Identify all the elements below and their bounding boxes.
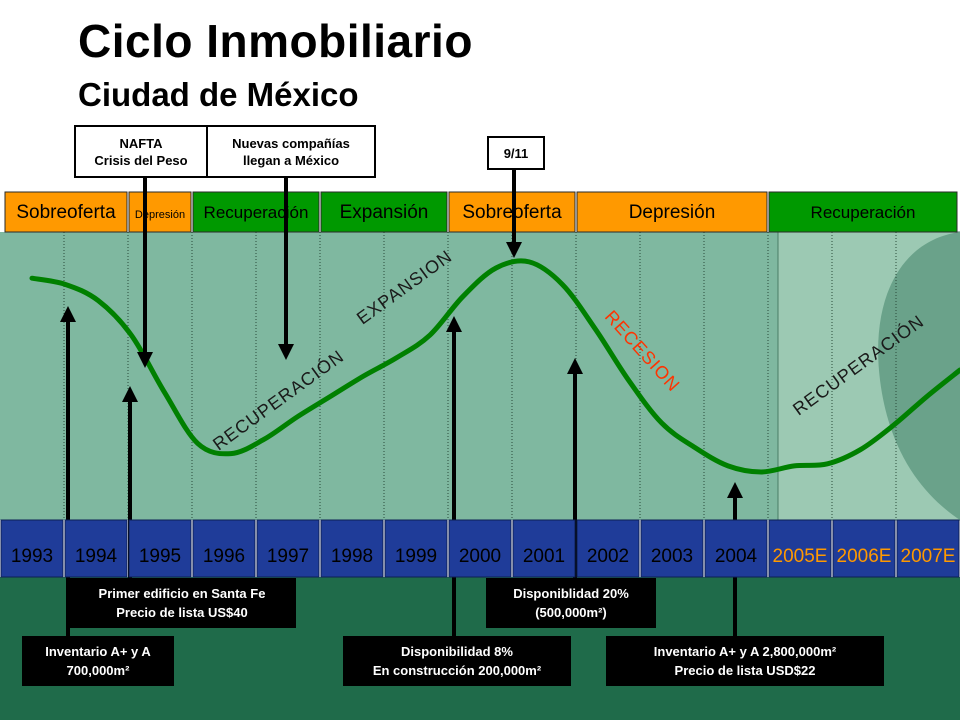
event-line: Disponiblidad 20% bbox=[513, 586, 629, 601]
year-label: 2004 bbox=[715, 546, 758, 567]
arrow-disponibilidad-20-head bbox=[567, 358, 583, 374]
phase-segment bbox=[576, 191, 768, 233]
year-cell bbox=[128, 519, 192, 578]
year-cell bbox=[384, 519, 448, 578]
year-label: 2007E bbox=[901, 546, 956, 567]
arrow-disponibilidad-8-head bbox=[446, 316, 462, 332]
cycle-curve bbox=[29, 258, 960, 475]
year-label: 1995 bbox=[139, 546, 181, 567]
event-line: NAFTA bbox=[119, 135, 163, 151]
event-line: Nuevas compañías bbox=[232, 135, 350, 151]
event-box-nuevas-companias: Nuevas compañías llegan a México bbox=[206, 125, 376, 178]
decorative-arc bbox=[878, 232, 960, 520]
year-cell bbox=[256, 519, 320, 578]
event-box-primer-edificio: Primer edificio en Santa Fe Precio de li… bbox=[68, 578, 296, 628]
event-line: Precio de lista US$40 bbox=[116, 605, 248, 620]
phase-label: Depresión bbox=[629, 202, 716, 223]
page-title: Ciclo Inmobiliario bbox=[78, 15, 473, 67]
year-label: 2002 bbox=[587, 546, 629, 567]
year-label: 2006E bbox=[837, 546, 892, 567]
year-label: 1997 bbox=[267, 546, 309, 567]
arrow-9-11-head bbox=[506, 242, 522, 258]
arrow-inventario-2004-head bbox=[727, 482, 743, 498]
event-box-inventario-1993: Inventario A+ y A 700,000m² bbox=[22, 636, 174, 686]
phase-segment bbox=[320, 191, 448, 233]
event-box-disponibilidad-20: Disponiblidad 20% (500,000m²) bbox=[486, 578, 656, 628]
phase-label: Recuperación bbox=[811, 203, 916, 222]
event-box-inventario-2004: Inventario A+ y A 2,800,000m² Precio de … bbox=[606, 636, 884, 686]
phase-label: Expansión bbox=[340, 202, 429, 223]
year-cell bbox=[0, 519, 64, 578]
phase-segment bbox=[192, 191, 320, 233]
year-label: 2003 bbox=[651, 546, 693, 567]
phase-segment bbox=[768, 191, 958, 233]
year-label: 1994 bbox=[75, 546, 118, 567]
year-label: 2001 bbox=[523, 546, 565, 567]
event-line: Precio de lista USD$22 bbox=[674, 663, 816, 678]
year-label: 2000 bbox=[459, 546, 501, 567]
year-cell bbox=[576, 519, 640, 578]
phase-segment bbox=[128, 191, 192, 233]
year-cell bbox=[448, 519, 512, 578]
year-label: 1993 bbox=[11, 546, 53, 567]
year-label: 1998 bbox=[331, 546, 373, 567]
phase-label: Depresión bbox=[135, 209, 185, 221]
phase-segment bbox=[4, 191, 128, 233]
phase-label: Recuperación bbox=[204, 203, 309, 222]
arrow-nuevas-companias-head bbox=[278, 344, 294, 360]
year-cell bbox=[896, 519, 960, 578]
year-cell bbox=[640, 519, 704, 578]
event-line: Inventario A+ y A 2,800,000m² bbox=[653, 644, 837, 659]
arrow-primer-edificio-head bbox=[122, 386, 138, 402]
event-line: (500,000m²) bbox=[535, 605, 607, 620]
event-line: llegan a México bbox=[242, 152, 340, 168]
year-cell bbox=[512, 519, 576, 578]
page-subtitle: Ciudad de México bbox=[78, 76, 359, 113]
arrow-inventario-1993-head bbox=[60, 306, 76, 322]
event-box-9-11: 9/11 bbox=[487, 136, 545, 170]
event-line: Primer edificio en Santa Fe bbox=[98, 586, 266, 601]
year-cell bbox=[320, 519, 384, 578]
year-cell bbox=[704, 519, 768, 578]
year-label: 2005E bbox=[773, 546, 828, 567]
event-line: En construcción 200,000m² bbox=[372, 663, 542, 678]
event-box-disponibilidad-8: Disponibilidad 8% En construcción 200,00… bbox=[343, 636, 571, 686]
year-cell bbox=[64, 519, 128, 578]
event-box-nafta: NAFTA Crisis del Peso bbox=[74, 125, 208, 178]
year-cell bbox=[768, 519, 832, 578]
year-label: 1996 bbox=[203, 546, 245, 567]
event-line: Crisis del Peso bbox=[94, 152, 188, 168]
year-cell bbox=[832, 519, 896, 578]
event-line: 9/11 bbox=[503, 145, 529, 161]
event-line: Disponibilidad 8% bbox=[401, 644, 513, 659]
phase-label: Sobreoferta bbox=[16, 202, 116, 223]
event-line: Inventario A+ y A bbox=[45, 644, 151, 659]
year-cell bbox=[192, 519, 256, 578]
arrow-nafta-head bbox=[137, 352, 153, 368]
year-label: 1999 bbox=[395, 546, 437, 567]
event-line: 700,000m² bbox=[66, 663, 130, 678]
